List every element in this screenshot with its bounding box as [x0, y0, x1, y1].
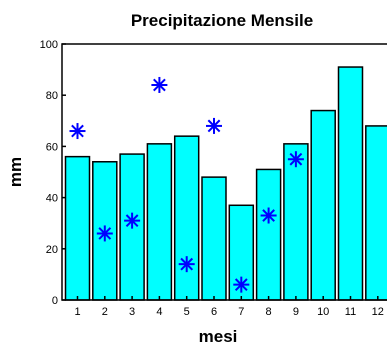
x-tick-label-3: 3	[129, 306, 135, 318]
y-tick-label-100: 100	[40, 39, 58, 51]
star-marker-8	[260, 207, 277, 224]
star-marker-6	[206, 117, 222, 134]
x-tick-label-2: 2	[102, 306, 108, 318]
star-marker-9	[287, 151, 304, 168]
x-tick-label-4: 4	[156, 306, 162, 318]
star-marker-series	[69, 76, 304, 293]
bar-4	[146, 143, 173, 301]
x-tick-label-8: 8	[266, 306, 272, 318]
star-marker-4	[151, 76, 168, 93]
y-axis-label: mm	[6, 157, 25, 187]
bar-series	[64, 66, 387, 301]
x-tick-label-10: 10	[317, 306, 329, 318]
x-tick-label-9: 9	[293, 306, 299, 318]
x-tick-label-5: 5	[184, 306, 190, 318]
bar-10	[310, 109, 336, 301]
x-tick-label-12: 12	[372, 306, 384, 318]
star-marker-1	[69, 123, 86, 140]
x-tick-label-1: 1	[74, 306, 80, 318]
bar-9	[283, 143, 309, 301]
y-tick-label-80: 80	[46, 90, 58, 102]
y-tick-label-60: 60	[46, 141, 58, 153]
x-tick-label-6: 6	[211, 306, 217, 318]
bar-11	[337, 66, 364, 301]
bar-5	[173, 135, 200, 301]
x-tick-label-11: 11	[345, 306, 356, 318]
star-marker-3	[124, 212, 141, 229]
star-marker-2	[96, 225, 113, 242]
x-tick-label-7: 7	[238, 306, 244, 318]
y-tick-label-20: 20	[46, 244, 58, 256]
y-tick-label-0: 0	[52, 295, 58, 307]
bar-8	[255, 168, 282, 301]
bar-12	[365, 125, 387, 301]
bar-1	[64, 155, 91, 301]
star-marker-5	[178, 256, 195, 273]
y-axis-ticks: 0 20 40 60 80 100	[40, 39, 66, 307]
bar-6	[201, 176, 227, 301]
y-tick-label-40: 40	[46, 193, 58, 205]
x-axis-label: mesi	[199, 327, 238, 346]
star-marker-7	[233, 276, 250, 293]
x-axis-ticks: 1 2 3 4 5 6 7 8 9 10 11 12	[74, 296, 384, 318]
plot-frame	[61, 43, 387, 301]
chart-title: Precipitazione Mensile	[131, 11, 313, 30]
